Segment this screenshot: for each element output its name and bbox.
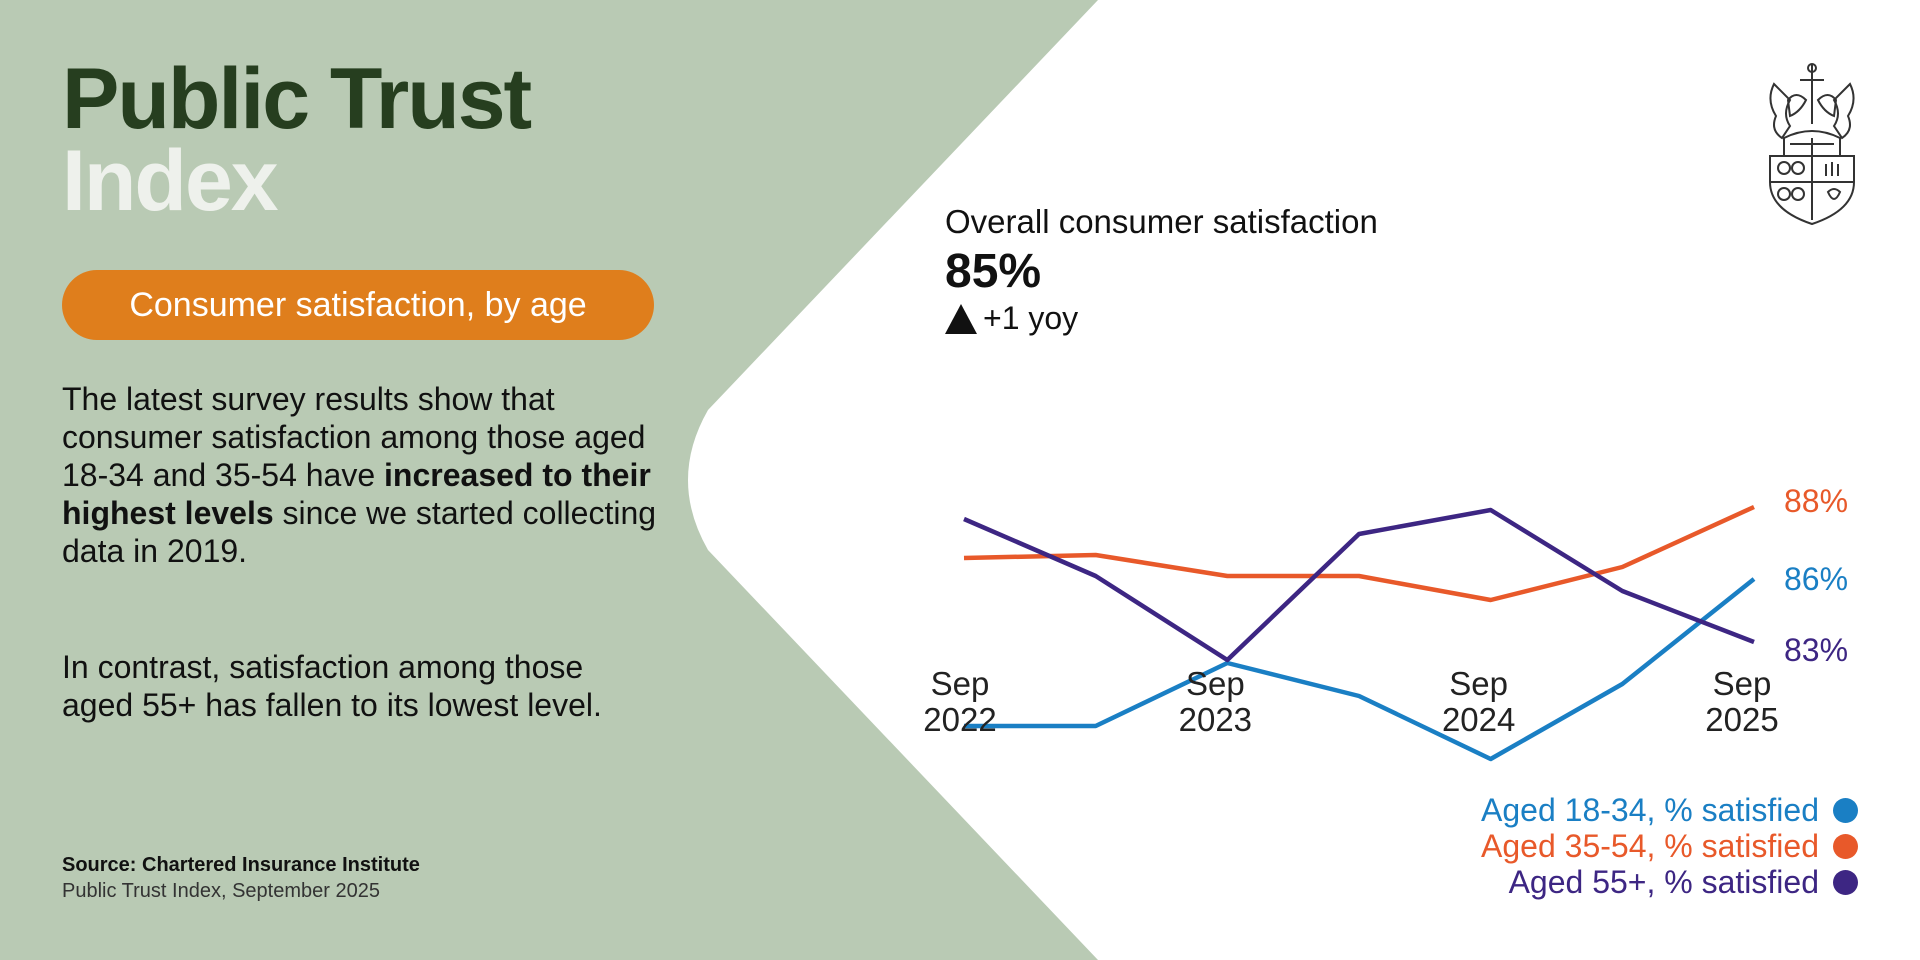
series-layer [963,504,1756,762]
series-line-aged-35-54 [963,504,1755,603]
title-line-2: Index [62,133,279,229]
source-note: Source: Chartered Insurance Institute Pu… [62,852,420,904]
paragraph-1-text-end: since we started collecting data in 2019… [62,495,657,569]
crest-logo-icon [1769,63,1855,226]
up-triangle-icon [945,303,977,334]
legend-item-aged-35-54: Aged 35-54, % satisfied [1481,828,1858,864]
section-pill: Consumer satisfaction, by age [62,270,654,340]
legend-item-aged-18-34: Aged 18-34, % satisfied [1481,792,1858,828]
end-label-aged-18-34: 86% [1784,561,1848,597]
legend-dot-aged-18-34 [1833,797,1858,823]
x-tick-label-1: Sep 2023 [1179,665,1252,738]
legend-item-aged-55-plus: Aged 55+, % satisfied [1481,864,1858,900]
legend-label-aged-55-plus: Aged 55+, % satisfied [1508,864,1819,900]
paragraph-2: In contrast, satisfaction among those ag… [62,649,602,723]
end-label-layer: 86% 88% 83% [1784,483,1848,668]
legend: Aged 18-34, % satisfied Aged 35-54, % sa… [1481,792,1858,900]
yoy-change-text: +1 yoy [983,300,1079,336]
paragraph-1: The latest survey results show that cons… [62,380,662,570]
overall-value: 85% [945,245,1042,298]
end-label-aged-55-plus: 83% [1784,632,1848,668]
end-label-aged-35-54: 88% [1784,483,1848,519]
x-tick-label-3: Sep 2025 [1705,665,1778,738]
legend-dot-aged-55-plus [1833,869,1858,895]
legend-label-aged-18-34: Aged 18-34, % satisfied [1481,792,1819,828]
series-line-aged-18-34 [964,577,1756,762]
series-line-aged-55-plus [963,507,1755,663]
title-line-1: Public Trust [62,51,532,147]
page-title: Public Trust Index [62,51,532,229]
paragraph-1-text: The latest survey results show that cons… [62,381,646,493]
x-tick-label-2: Sep 2024 [1442,665,1515,738]
paragraph-1-bold: increased to their highest levels [62,457,651,531]
yoy-change: +1 yoy [945,300,1078,337]
section-pill-label: Consumer satisfaction, by age [129,285,587,324]
legend-label-aged-35-54: Aged 35-54, % satisfied [1481,828,1819,864]
source-line-2: Public Trust Index, September 2025 [62,880,380,902]
source-line-1: Source: Chartered Insurance Institute [62,854,420,876]
overall-label: Overall consumer satisfaction [945,203,1378,240]
x-axis-ticks: Sep 2022 Sep 2023 Sep 2024 Sep 2025 [923,665,1778,738]
legend-dot-aged-35-54 [1833,833,1858,859]
x-tick-label-0: Sep 2022 [923,665,996,738]
